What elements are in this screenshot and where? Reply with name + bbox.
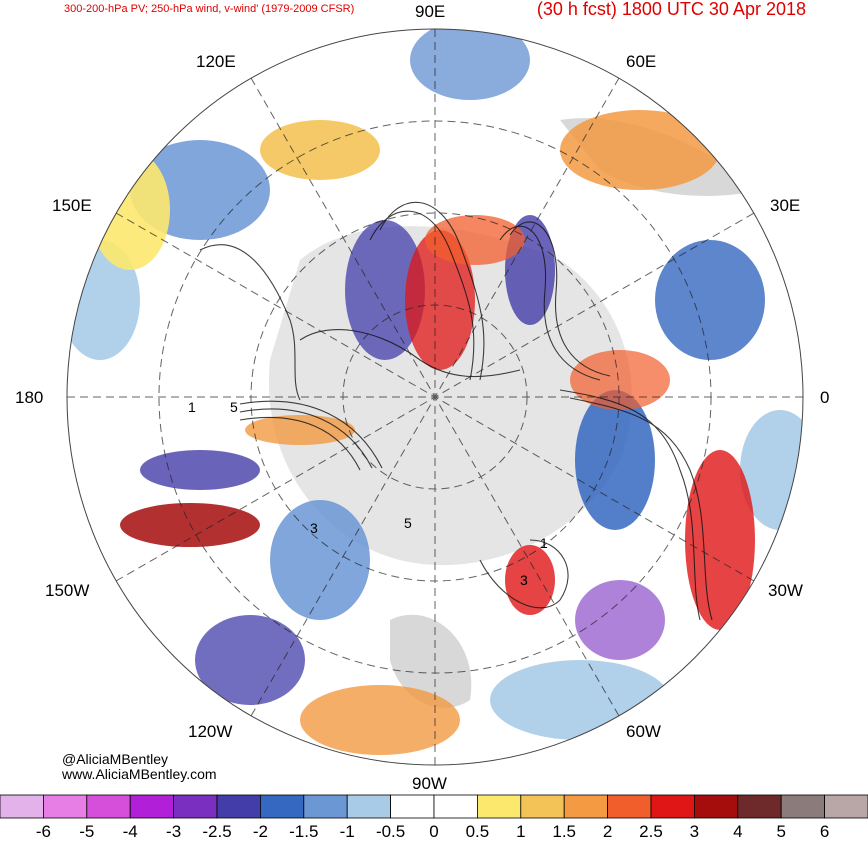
colorbar-tick-label: -1.5 xyxy=(289,822,319,841)
colorbar-tick-label: -5 xyxy=(79,822,95,841)
longitude-label-30w: 30W xyxy=(768,581,803,600)
colorbar-tick-label: 2.5 xyxy=(639,822,663,841)
longitude-label-0: 0 xyxy=(820,388,830,407)
website-credit: www.AliciaMBentley.com xyxy=(62,766,217,782)
longitude-label-150w: 150W xyxy=(45,581,90,600)
contour-label: 5 xyxy=(230,399,238,415)
colorbar-tick-label: 1.5 xyxy=(552,822,577,841)
contour-label: 3 xyxy=(310,520,318,536)
longitude-label-60w: 60W xyxy=(626,722,661,741)
colorbar-swatch xyxy=(390,794,435,819)
colorbar-tick-label: -4 xyxy=(122,822,138,841)
colorbar-tick-label: 0.5 xyxy=(465,822,490,841)
colorbar-tick-label: 3 xyxy=(689,822,700,841)
colorbar-swatch xyxy=(173,794,218,819)
longitude-label-120e: 120E xyxy=(196,52,236,71)
colorbar-tick-label: 0 xyxy=(429,822,439,841)
colorbar-tick-label: -6 xyxy=(35,822,51,841)
colorbar-swatch xyxy=(303,794,348,819)
colorbar-swatch xyxy=(0,794,44,819)
colorbar-tick-label: -2 xyxy=(252,822,268,841)
colorbar-tick-label: 2 xyxy=(602,822,613,841)
colorbar-tick-label: 6 xyxy=(819,822,830,841)
colorbar-swatch xyxy=(520,794,565,819)
colorbar-swatch xyxy=(43,794,88,819)
colorbar-swatch xyxy=(129,794,174,819)
colorbar-tick-label: -3 xyxy=(166,822,182,841)
longitude-label-180: 180 xyxy=(15,388,44,407)
longitude-label-90e: 90E xyxy=(415,2,446,21)
colorbar-tick-label: -0.5 xyxy=(375,822,406,841)
colorbar-swatch xyxy=(563,794,609,819)
colorbar-swatch xyxy=(737,794,782,819)
colorbar-tick-label: -1 xyxy=(339,822,355,841)
colorbar-tick-label: 5 xyxy=(776,822,786,841)
colorbar-tick-label: 1 xyxy=(516,822,526,841)
longitude-label-60e: 60E xyxy=(626,52,657,71)
colorbar-swatch xyxy=(346,794,392,819)
colorbar-swatch xyxy=(607,794,652,819)
contour-label: 5 xyxy=(404,515,412,531)
colorbar-tick-label: 4 xyxy=(733,822,743,841)
author-credit: @AliciaMBentley xyxy=(62,751,169,767)
colorbar-swatch xyxy=(824,794,868,819)
colorbar-swatch xyxy=(216,794,261,819)
longitude-label-120w: 120W xyxy=(188,722,233,741)
contour-label: 1 xyxy=(540,535,548,551)
colorbar-swatch xyxy=(86,794,131,819)
colorbar-swatch xyxy=(476,794,522,819)
colorbar-swatch xyxy=(780,794,826,819)
longitude-label-90w: 90W xyxy=(412,774,447,793)
longitude-label-30e: 30E xyxy=(770,196,801,215)
colorbar-swatch xyxy=(433,794,478,819)
colorbar-swatch xyxy=(259,794,305,819)
contour-label: 1 xyxy=(188,399,196,415)
longitude-label-150e: 150E xyxy=(52,196,92,215)
colorbar-tick-label: -2.5 xyxy=(202,822,232,841)
chart-title-right: (30 h fcst) 1800 UTC 30 Apr 2018 xyxy=(536,0,806,19)
colorbar-swatch xyxy=(694,794,739,819)
chart-title-left: 300-200-hPa PV; 250-hPa wind, v-wind' (1… xyxy=(64,3,355,15)
contour-label: 3 xyxy=(520,572,528,588)
colorbar-swatch xyxy=(650,794,695,819)
